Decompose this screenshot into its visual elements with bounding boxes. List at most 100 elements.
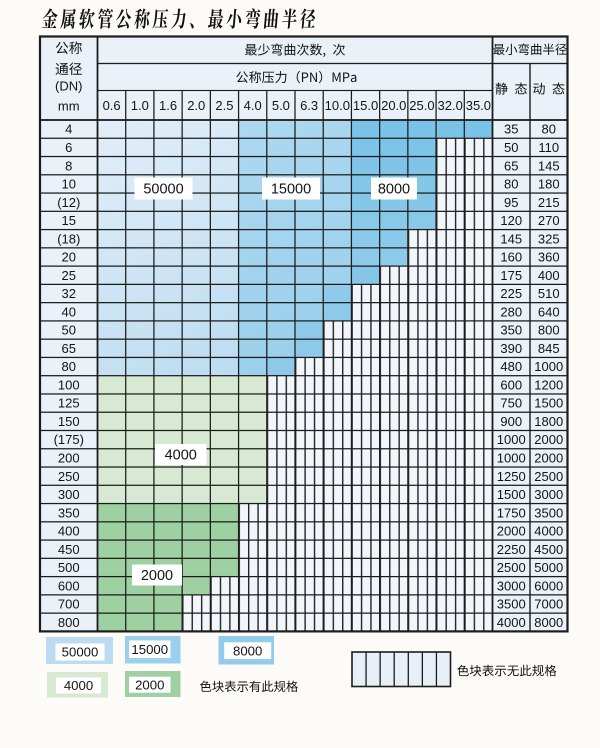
- svg-text:800: 800: [58, 615, 80, 630]
- svg-text:3500: 3500: [497, 597, 526, 612]
- svg-text:160: 160: [500, 250, 522, 265]
- svg-text:8000: 8000: [378, 182, 410, 198]
- svg-text:1500: 1500: [534, 396, 563, 411]
- svg-text:1000: 1000: [534, 359, 563, 374]
- svg-text:2250: 2250: [497, 542, 526, 557]
- svg-text:600: 600: [500, 377, 522, 392]
- svg-text:(DN): (DN): [55, 79, 82, 94]
- svg-text:65: 65: [62, 341, 76, 356]
- svg-text:15000: 15000: [271, 182, 311, 198]
- svg-text:25.0: 25.0: [409, 98, 434, 113]
- svg-text:1500: 1500: [497, 487, 526, 502]
- svg-text:20: 20: [62, 250, 76, 265]
- svg-text:6: 6: [65, 140, 72, 155]
- svg-text:(12): (12): [57, 195, 80, 210]
- svg-text:225: 225: [500, 286, 522, 301]
- svg-text:1800: 1800: [534, 414, 563, 429]
- svg-text:100: 100: [58, 377, 80, 392]
- svg-text:350: 350: [500, 323, 522, 338]
- svg-text:510: 510: [538, 286, 560, 301]
- svg-text:(175): (175): [54, 432, 84, 447]
- svg-text:50: 50: [504, 140, 518, 155]
- svg-text:6.3: 6.3: [300, 98, 318, 113]
- svg-text:4000: 4000: [534, 524, 563, 539]
- svg-text:4000: 4000: [64, 678, 93, 693]
- svg-text:280: 280: [500, 304, 522, 319]
- svg-text:15.0: 15.0: [353, 98, 378, 113]
- svg-text:10: 10: [62, 177, 76, 192]
- svg-text:400: 400: [538, 268, 560, 283]
- svg-text:500: 500: [58, 560, 80, 575]
- svg-text:1.6: 1.6: [159, 98, 177, 113]
- svg-text:0.6: 0.6: [103, 98, 121, 113]
- svg-text:600: 600: [58, 578, 80, 593]
- svg-text:4000: 4000: [497, 615, 526, 630]
- svg-text:50: 50: [62, 323, 76, 338]
- svg-text:35: 35: [504, 122, 518, 137]
- svg-text:40: 40: [62, 304, 76, 319]
- svg-text:6000: 6000: [534, 578, 563, 593]
- svg-text:50000: 50000: [143, 182, 183, 198]
- svg-text:350: 350: [58, 505, 80, 520]
- svg-text:145: 145: [538, 158, 560, 173]
- svg-text:2500: 2500: [534, 469, 563, 484]
- svg-text:390: 390: [500, 341, 522, 356]
- svg-text:25: 25: [62, 268, 76, 283]
- svg-text:7000: 7000: [534, 597, 563, 612]
- svg-text:15000: 15000: [131, 642, 168, 657]
- svg-text:8000: 8000: [233, 643, 262, 658]
- svg-text:80: 80: [542, 122, 556, 137]
- svg-text:2000: 2000: [497, 524, 526, 539]
- svg-text:2500: 2500: [497, 560, 526, 575]
- svg-text:250: 250: [58, 469, 80, 484]
- svg-text:5.0: 5.0: [272, 98, 290, 113]
- svg-text:200: 200: [58, 450, 80, 465]
- svg-text:1000: 1000: [497, 450, 526, 465]
- svg-text:2000: 2000: [534, 432, 563, 447]
- svg-text:215: 215: [538, 195, 560, 210]
- svg-text:15: 15: [62, 213, 76, 228]
- svg-text:95: 95: [504, 195, 518, 210]
- svg-text:10.0: 10.0: [325, 98, 350, 113]
- svg-text:3500: 3500: [534, 505, 563, 520]
- svg-text:700: 700: [58, 597, 80, 612]
- svg-text:2000: 2000: [141, 568, 173, 584]
- svg-text:450: 450: [58, 542, 80, 557]
- svg-text:32: 32: [62, 286, 76, 301]
- svg-text:4500: 4500: [534, 542, 563, 557]
- svg-text:8: 8: [65, 158, 72, 173]
- svg-text:150: 150: [58, 414, 80, 429]
- svg-text:35.0: 35.0: [466, 98, 491, 113]
- svg-text:4: 4: [65, 122, 72, 137]
- svg-text:50000: 50000: [62, 645, 99, 660]
- svg-text:1250: 1250: [497, 469, 526, 484]
- svg-text:mm: mm: [58, 99, 80, 114]
- svg-text:4000: 4000: [165, 448, 197, 464]
- svg-text:1.0: 1.0: [131, 98, 149, 113]
- svg-text:2000: 2000: [534, 450, 563, 465]
- svg-text:400: 400: [58, 524, 80, 539]
- svg-text:(18): (18): [57, 231, 80, 246]
- svg-text:8000: 8000: [534, 615, 563, 630]
- svg-text:1000: 1000: [497, 432, 526, 447]
- svg-text:480: 480: [500, 359, 522, 374]
- svg-text:180: 180: [538, 177, 560, 192]
- svg-text:5000: 5000: [534, 560, 563, 575]
- svg-text:360: 360: [538, 250, 560, 265]
- svg-text:300: 300: [58, 487, 80, 502]
- svg-text:125: 125: [58, 396, 80, 411]
- svg-text:110: 110: [538, 140, 559, 155]
- svg-text:120: 120: [500, 213, 522, 228]
- svg-text:750: 750: [500, 396, 522, 411]
- svg-text:270: 270: [538, 213, 560, 228]
- svg-text:4.0: 4.0: [244, 98, 262, 113]
- svg-text:65: 65: [504, 158, 518, 173]
- svg-text:845: 845: [538, 341, 560, 356]
- svg-text:800: 800: [538, 323, 560, 338]
- svg-text:640: 640: [538, 304, 560, 319]
- svg-text:32.0: 32.0: [438, 98, 463, 113]
- svg-text:2.5: 2.5: [215, 98, 233, 113]
- svg-text:145: 145: [500, 231, 522, 246]
- svg-text:80: 80: [504, 177, 518, 192]
- svg-text:2.0: 2.0: [187, 98, 205, 113]
